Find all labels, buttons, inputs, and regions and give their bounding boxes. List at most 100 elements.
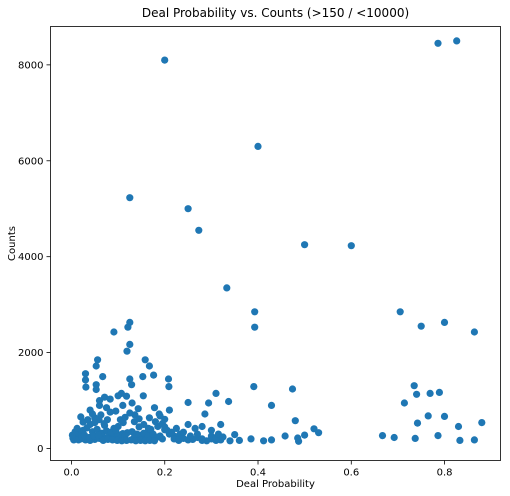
data-point bbox=[161, 423, 169, 431]
data-point bbox=[267, 401, 276, 409]
data-point bbox=[434, 39, 442, 47]
data-point bbox=[150, 437, 159, 445]
data-point bbox=[172, 424, 180, 432]
data-point bbox=[95, 397, 104, 405]
data-point bbox=[413, 390, 421, 398]
y-tick-label: 6000 bbox=[18, 156, 43, 167]
data-point bbox=[226, 437, 234, 445]
data-point bbox=[410, 382, 418, 390]
data-point bbox=[126, 409, 134, 417]
data-point bbox=[179, 428, 187, 436]
data-point bbox=[124, 323, 132, 331]
data-point bbox=[141, 356, 149, 364]
data-point bbox=[92, 385, 100, 394]
data-point bbox=[378, 432, 387, 440]
data-point bbox=[440, 318, 449, 326]
data-point bbox=[135, 415, 143, 423]
data-point bbox=[165, 406, 173, 414]
data-point bbox=[126, 375, 134, 383]
data-point bbox=[102, 404, 111, 412]
data-point bbox=[150, 371, 158, 379]
data-point bbox=[231, 431, 239, 439]
y-tick-label: 8000 bbox=[18, 60, 43, 71]
data-point bbox=[205, 399, 213, 407]
data-point bbox=[251, 323, 259, 331]
data-point bbox=[435, 388, 443, 396]
data-point bbox=[251, 308, 259, 316]
data-point bbox=[106, 395, 114, 403]
data-point bbox=[82, 383, 90, 391]
data-point bbox=[161, 56, 169, 64]
data-point bbox=[478, 419, 486, 427]
data-point bbox=[184, 420, 192, 429]
data-points bbox=[68, 37, 486, 445]
data-point bbox=[225, 397, 233, 406]
data-point bbox=[212, 389, 220, 397]
data-point bbox=[235, 436, 243, 444]
data-point bbox=[301, 241, 309, 249]
data-point bbox=[94, 431, 103, 439]
data-point bbox=[456, 436, 464, 444]
data-point bbox=[440, 412, 449, 420]
data-point bbox=[139, 373, 147, 381]
data-point bbox=[219, 433, 227, 441]
data-point bbox=[186, 432, 194, 440]
plot-frame bbox=[50, 26, 501, 461]
data-point bbox=[424, 412, 432, 420]
y-axis-ticks: 0 2000 4000 6000 8000 bbox=[18, 60, 51, 455]
data-point bbox=[347, 242, 355, 250]
data-point bbox=[100, 420, 108, 428]
data-point bbox=[101, 393, 109, 401]
data-point bbox=[301, 431, 309, 439]
data-point bbox=[315, 429, 323, 437]
data-point bbox=[81, 370, 90, 378]
data-point bbox=[250, 383, 258, 391]
data-point bbox=[145, 414, 153, 422]
data-point bbox=[119, 401, 127, 409]
data-point bbox=[164, 375, 173, 383]
data-point bbox=[413, 419, 422, 427]
data-point bbox=[295, 437, 303, 445]
data-point bbox=[254, 142, 262, 150]
data-point bbox=[281, 432, 289, 440]
data-point bbox=[470, 436, 478, 444]
data-point bbox=[134, 405, 142, 413]
data-point bbox=[84, 416, 92, 424]
data-point bbox=[426, 389, 434, 397]
data-point bbox=[151, 418, 159, 426]
data-point bbox=[139, 392, 147, 400]
chart-title: Deal Probability vs. Counts (>150 / <100… bbox=[142, 6, 409, 20]
data-point bbox=[454, 422, 463, 431]
data-point bbox=[193, 430, 201, 438]
data-point bbox=[470, 328, 478, 336]
data-point bbox=[121, 413, 129, 421]
data-point bbox=[86, 406, 94, 414]
data-point bbox=[126, 194, 134, 202]
data-point bbox=[123, 347, 131, 355]
data-point bbox=[260, 437, 268, 445]
y-tick-label: 0 bbox=[37, 444, 43, 455]
x-axis-ticks: 0.0 0.2 0.4 0.6 0.8 bbox=[64, 460, 453, 479]
data-point bbox=[417, 322, 425, 330]
data-point bbox=[156, 412, 164, 420]
data-point bbox=[288, 385, 297, 393]
data-point bbox=[453, 37, 461, 45]
data-point bbox=[217, 420, 225, 429]
data-point bbox=[81, 376, 90, 384]
data-point bbox=[184, 398, 192, 407]
x-tick-label: 0.8 bbox=[437, 468, 453, 479]
data-point bbox=[411, 434, 419, 442]
data-point bbox=[396, 308, 404, 316]
data-point bbox=[207, 426, 215, 434]
x-tick-label: 0.4 bbox=[250, 468, 266, 479]
data-point bbox=[184, 205, 192, 213]
data-point bbox=[434, 432, 442, 440]
data-point bbox=[110, 328, 118, 336]
data-point bbox=[198, 422, 206, 431]
data-point bbox=[158, 435, 166, 443]
data-point bbox=[128, 381, 136, 389]
data-point bbox=[390, 433, 398, 442]
data-point bbox=[114, 392, 122, 400]
